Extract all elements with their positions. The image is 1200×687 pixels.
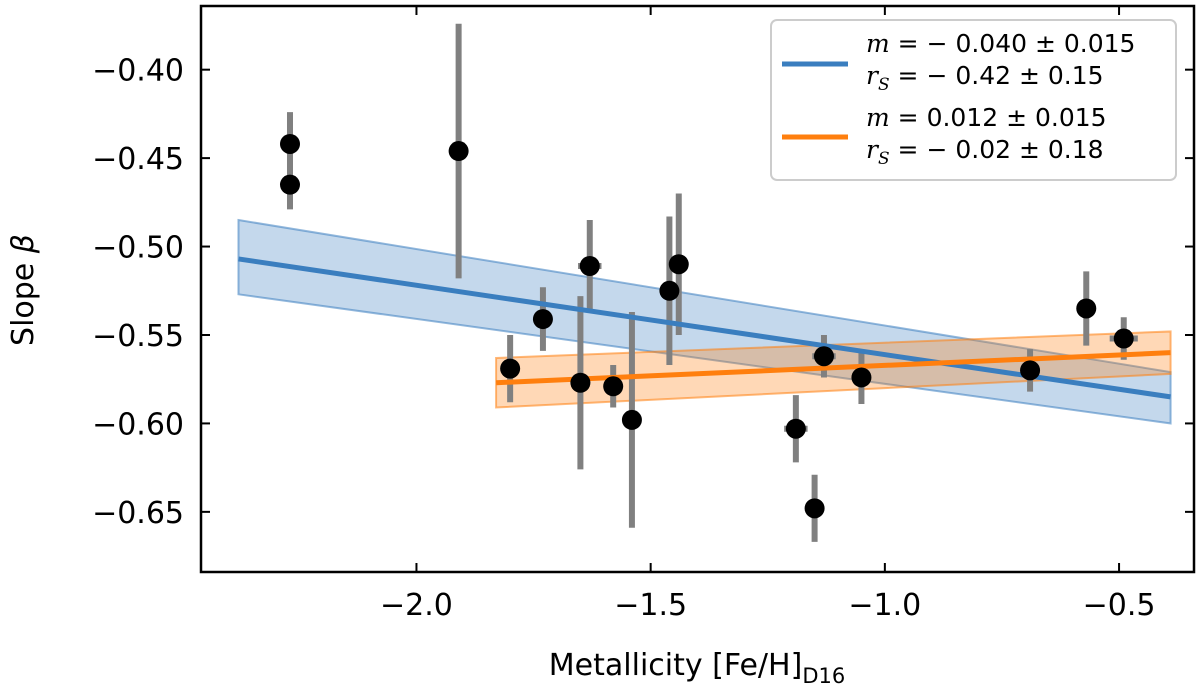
y-axis-label: Slope β xyxy=(6,234,41,346)
y-tick-label: −0.45 xyxy=(92,142,184,177)
data-point xyxy=(668,254,689,275)
x-tick-label: −0.5 xyxy=(1083,588,1156,623)
y-tick-label: −0.60 xyxy=(92,407,184,442)
x-tick-label: −1.5 xyxy=(614,588,687,623)
x-axis-label: Metallicity [Fe/H]D16 xyxy=(549,648,845,687)
legend: m = − 0.040 ± 0.015 rS = − 0.42 ± 0.15 m… xyxy=(770,19,1177,181)
data-point xyxy=(621,409,642,430)
y-tick-label: −0.65 xyxy=(92,496,184,531)
data-point xyxy=(603,376,624,397)
data-point xyxy=(1020,360,1041,381)
x-tick-label: −2.0 xyxy=(380,588,453,623)
data-point xyxy=(579,256,600,277)
legend-box xyxy=(770,19,1177,181)
data-point xyxy=(279,174,300,195)
y-tick-label: −0.40 xyxy=(92,54,184,89)
data-point xyxy=(570,372,591,393)
y-tick-label: −0.55 xyxy=(92,319,184,354)
legend-entry-blue-correlation: rS = − 0.42 ± 0.15 xyxy=(866,61,1104,95)
legend-entry-orange-correlation: rS = − 0.02 ± 0.18 xyxy=(866,135,1104,169)
confidence-band-blue xyxy=(237,218,1172,425)
fit-line-blue xyxy=(238,256,1171,400)
legend-entry-blue-slope: m = − 0.040 ± 0.015 xyxy=(866,29,1135,58)
data-point xyxy=(659,280,680,301)
y-tick-label: −0.50 xyxy=(92,231,184,266)
data-point xyxy=(813,346,834,367)
data-point xyxy=(500,358,521,379)
data-point xyxy=(279,133,300,154)
data-point xyxy=(1076,298,1097,319)
legend-entry-orange-slope: m = 0.012 ± 0.015 xyxy=(866,103,1107,132)
data-point xyxy=(785,418,806,439)
data-point xyxy=(532,309,553,330)
data-point xyxy=(804,498,825,519)
data-point xyxy=(1113,328,1134,349)
data-point xyxy=(851,367,872,388)
plot-frame xyxy=(199,4,1196,574)
data-point xyxy=(448,141,469,162)
x-tick-label: −1.0 xyxy=(848,588,921,623)
